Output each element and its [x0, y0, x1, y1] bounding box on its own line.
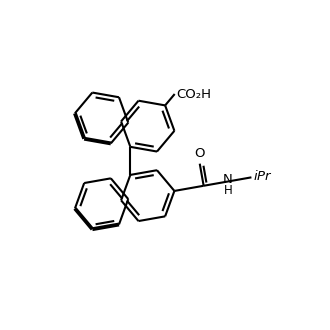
- Text: O: O: [194, 147, 205, 160]
- Text: H: H: [224, 184, 232, 197]
- Text: N: N: [223, 173, 233, 186]
- Text: CO₂H: CO₂H: [176, 87, 211, 101]
- Text: $i$Pr: $i$Pr: [253, 169, 273, 183]
